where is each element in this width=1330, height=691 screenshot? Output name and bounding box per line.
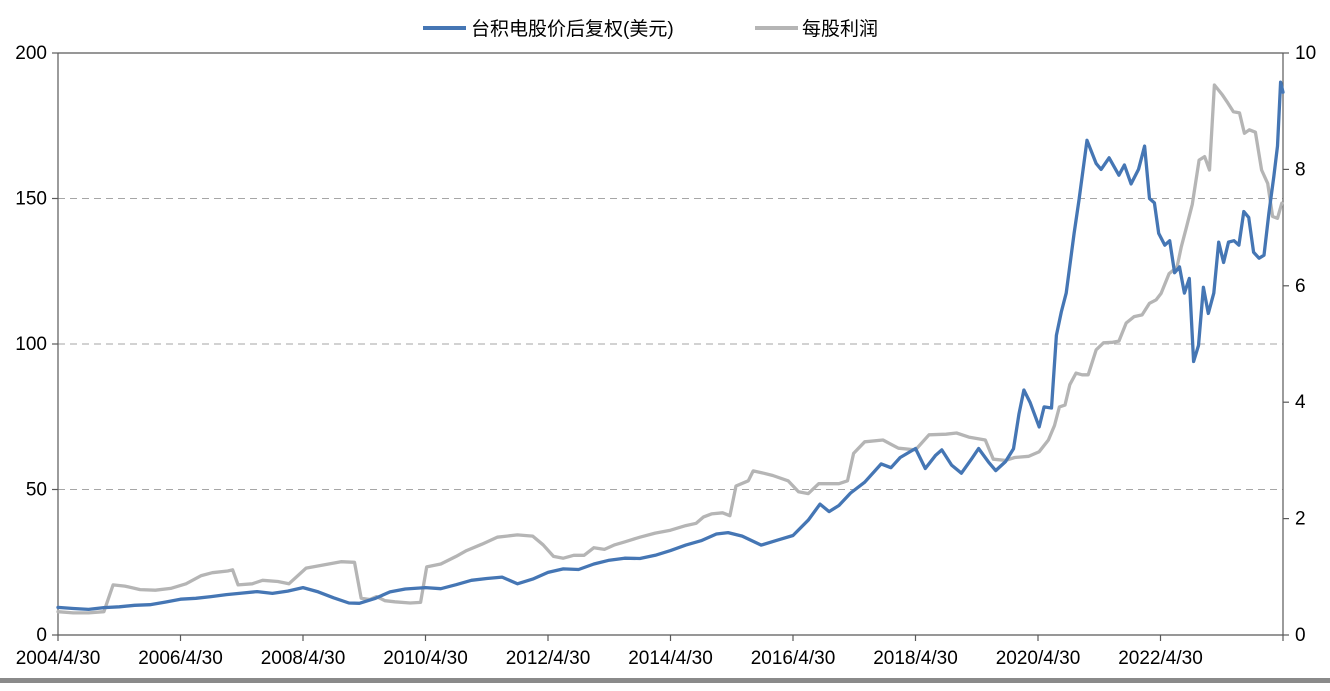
series-line-price — [56, 80, 1285, 612]
legend: 台积电股价后复权(美元) 每股利润 — [423, 18, 878, 40]
axis-labels: 0 50 100 150 200 0 2 4 6 8 10 2004/4/30 2006/4/30 200… — [15, 43, 1316, 669]
x-axis-label: 2020/4/30 — [996, 648, 1081, 669]
series-lines — [56, 80, 1285, 615]
left-axis-label: 100 — [15, 334, 47, 355]
left-axis-label: 150 — [15, 189, 47, 210]
left-axis-label: 0 — [36, 625, 47, 646]
right-axis-label: 10 — [1295, 43, 1316, 64]
x-axis-label: 2006/4/30 — [138, 648, 223, 669]
right-axis-label: 2 — [1295, 509, 1306, 530]
right-axis-label: 4 — [1295, 392, 1306, 413]
right-axis-label: 6 — [1295, 276, 1306, 297]
axes — [52, 52, 1289, 641]
right-axis-label: 8 — [1295, 159, 1306, 180]
bottom-divider-bar — [0, 678, 1330, 683]
left-axis-label: 50 — [26, 480, 47, 501]
x-axis-label: 2022/4/30 — [1118, 648, 1203, 669]
legend-label-eps: 每股利润 — [802, 18, 878, 40]
x-axis-label: 2016/4/30 — [751, 648, 836, 669]
x-axis-label: 2014/4/30 — [628, 648, 713, 669]
gridlines — [58, 52, 1283, 490]
x-axis-label: 2008/4/30 — [261, 648, 346, 669]
x-axis-label: 2012/4/30 — [506, 648, 591, 669]
legend-label-price: 台积电股价后复权(美元) — [471, 18, 674, 40]
left-axis-label: 200 — [15, 43, 47, 64]
x-axis-label: 2018/4/30 — [873, 648, 958, 669]
right-axis-label: 0 — [1295, 625, 1306, 646]
series-line-eps — [56, 83, 1284, 615]
x-axis-label: 2010/4/30 — [383, 648, 468, 669]
x-axis-label: 2004/4/30 — [16, 648, 101, 669]
